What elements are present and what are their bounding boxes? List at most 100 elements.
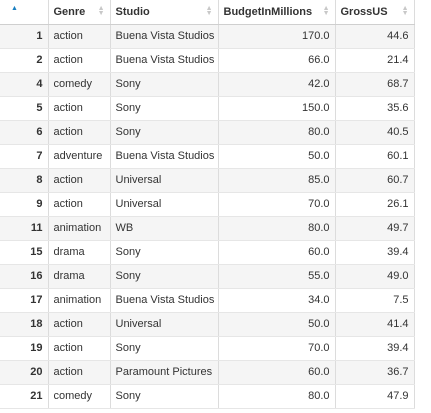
genre-cell: drama (48, 264, 111, 289)
row-index: 21 (0, 384, 49, 409)
data-table: ▲ Genre ▲ ▼ Studio ▲ ▼ BudgetInMillions ▲ ▼… (0, 0, 415, 409)
row-index: 20 (0, 360, 49, 385)
genre-cell: comedy (48, 72, 111, 97)
genre-cell: animation (48, 216, 111, 241)
budget-cell: 150.0 (218, 96, 336, 121)
studio-cell: Universal (110, 168, 219, 193)
table-body: 1 action Buena Vista Studios 170.0 44.6 … (0, 24, 415, 409)
genre-cell: animation (48, 288, 111, 313)
table-row[interactable]: 6 action Sony 80.0 40.5 (0, 120, 415, 145)
gross-cell: 39.4 (335, 240, 415, 265)
budget-cell: 70.0 (218, 192, 336, 217)
genre-cell: drama (48, 240, 111, 265)
table-row[interactable]: 20 action Paramount Pictures 60.0 36.7 (0, 360, 415, 385)
budget-cell: 80.0 (218, 216, 336, 241)
gross-cell: 7.5 (335, 288, 415, 313)
budget-cell: 60.0 (218, 240, 336, 265)
table-row[interactable]: 4 comedy Sony 42.0 68.7 (0, 72, 415, 97)
column-header-label: GrossUS (340, 5, 388, 18)
gross-cell: 49.7 (335, 216, 415, 241)
row-index: 1 (0, 24, 49, 49)
genre-cell: action (48, 192, 111, 217)
column-header-studio[interactable]: Studio ▲ ▼ (110, 0, 219, 25)
table-row[interactable]: 18 action Universal 50.0 41.4 (0, 312, 415, 337)
gross-cell: 41.4 (335, 312, 415, 337)
gross-cell: 68.7 (335, 72, 415, 97)
column-header-label: Genre (53, 5, 86, 18)
studio-cell: Sony (110, 384, 219, 409)
table-row[interactable]: 19 action Sony 70.0 39.4 (0, 336, 415, 361)
table-row[interactable]: 7 adventure Buena Vista Studios 50.0 60.… (0, 144, 415, 169)
table-row[interactable]: 5 action Sony 150.0 35.6 (0, 96, 415, 121)
genre-cell: action (48, 48, 111, 73)
table-row[interactable]: 11 animation WB 80.0 49.7 (0, 216, 415, 241)
sort-ascending-icon[interactable]: ▲ (11, 5, 18, 12)
studio-cell: Paramount Pictures (110, 360, 219, 385)
studio-cell: Sony (110, 120, 219, 145)
genre-cell: action (48, 168, 111, 193)
studio-cell: Sony (110, 96, 219, 121)
budget-cell: 80.0 (218, 120, 336, 145)
row-index: 9 (0, 192, 49, 217)
genre-cell: action (48, 96, 111, 121)
genre-cell: action (48, 120, 111, 145)
row-index: 6 (0, 120, 49, 145)
header-row: ▲ Genre ▲ ▼ Studio ▲ ▼ BudgetInMillions ▲ ▼… (0, 0, 415, 25)
table-row[interactable]: 21 comedy Sony 80.0 47.9 (0, 384, 415, 409)
budget-cell: 66.0 (218, 48, 336, 73)
table-row[interactable]: 15 drama Sony 60.0 39.4 (0, 240, 415, 265)
studio-cell: Sony (110, 240, 219, 265)
gross-cell: 35.6 (335, 96, 415, 121)
budget-cell: 50.0 (218, 312, 336, 337)
row-index: 15 (0, 240, 49, 265)
index-column-header[interactable]: ▲ (0, 0, 49, 25)
column-header-label: Studio (115, 5, 150, 18)
genre-cell: adventure (48, 144, 111, 169)
budget-cell: 170.0 (218, 24, 336, 49)
gross-cell: 49.0 (335, 264, 415, 289)
budget-cell: 50.0 (218, 144, 336, 169)
row-index: 19 (0, 336, 49, 361)
table-header: ▲ Genre ▲ ▼ Studio ▲ ▼ BudgetInMillions ▲ ▼… (0, 0, 415, 25)
table-row[interactable]: 1 action Buena Vista Studios 170.0 44.6 (0, 24, 415, 49)
studio-cell: Sony (110, 336, 219, 361)
budget-cell: 42.0 (218, 72, 336, 97)
genre-cell: action (48, 24, 111, 49)
table-row[interactable]: 8 action Universal 85.0 60.7 (0, 168, 415, 193)
sort-icon[interactable]: ▲ ▼ (401, 5, 409, 17)
table-row[interactable]: 16 drama Sony 55.0 49.0 (0, 264, 415, 289)
sort-icon[interactable]: ▲ ▼ (322, 5, 330, 17)
gross-cell: 47.9 (335, 384, 415, 409)
gross-cell: 44.6 (335, 24, 415, 49)
column-header-budget[interactable]: BudgetInMillions ▲ ▼ (218, 0, 336, 25)
budget-cell: 60.0 (218, 360, 336, 385)
genre-cell: action (48, 336, 111, 361)
studio-cell: Universal (110, 192, 219, 217)
budget-cell: 34.0 (218, 288, 336, 313)
column-header-genre[interactable]: Genre ▲ ▼ (48, 0, 111, 25)
studio-cell: Buena Vista Studios (110, 24, 219, 49)
studio-cell: Sony (110, 72, 219, 97)
row-index: 11 (0, 216, 49, 241)
column-header-label: BudgetInMillions (223, 5, 313, 18)
budget-cell: 80.0 (218, 384, 336, 409)
column-header-gross[interactable]: GrossUS ▲ ▼ (335, 0, 415, 25)
sort-icon[interactable]: ▲ ▼ (97, 5, 105, 17)
sort-icon[interactable]: ▲ ▼ (205, 5, 213, 17)
studio-cell: WB (110, 216, 219, 241)
row-index: 18 (0, 312, 49, 337)
gross-cell: 26.1 (335, 192, 415, 217)
table-row[interactable]: 17 animation Buena Vista Studios 34.0 7.… (0, 288, 415, 313)
genre-cell: action (48, 312, 111, 337)
table-row[interactable]: 9 action Universal 70.0 26.1 (0, 192, 415, 217)
table-row[interactable]: 2 action Buena Vista Studios 66.0 21.4 (0, 48, 415, 73)
row-index: 7 (0, 144, 49, 169)
gross-cell: 39.4 (335, 336, 415, 361)
genre-cell: comedy (48, 384, 111, 409)
studio-cell: Sony (110, 264, 219, 289)
row-index: 16 (0, 264, 49, 289)
row-index: 4 (0, 72, 49, 97)
studio-cell: Buena Vista Studios (110, 48, 219, 73)
studio-cell: Buena Vista Studios (110, 144, 219, 169)
row-index: 5 (0, 96, 49, 121)
